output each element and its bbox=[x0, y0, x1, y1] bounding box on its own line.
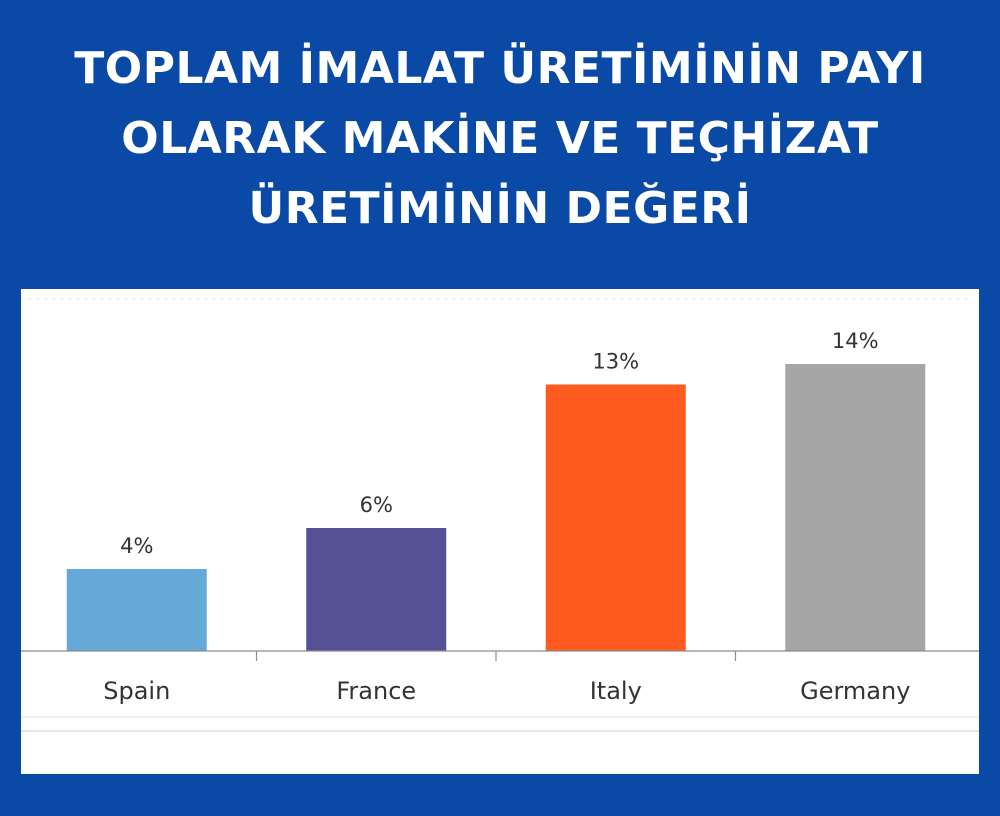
chart-panel: 4% Spain 6% France 13% Italy 14% Germany bbox=[21, 289, 979, 774]
bar-chart: 4% Spain 6% France 13% Italy 14% Germany bbox=[21, 298, 979, 732]
tick-label-france: France bbox=[336, 677, 416, 705]
title-line-3: ÜRETİMİNİN DEĞERİ bbox=[248, 183, 752, 234]
tick-label-germany: Germany bbox=[800, 677, 910, 705]
value-label-france: 6% bbox=[360, 493, 393, 517]
value-label-italy: 13% bbox=[592, 350, 639, 374]
tick-label-italy: Italy bbox=[590, 677, 642, 705]
labels-group: 4% Spain 6% France 13% Italy 14% Germany bbox=[103, 329, 910, 705]
title-line-2: OLARAK MAKİNE VE TEÇHİZAT bbox=[121, 113, 879, 164]
chart-title: TOPLAM İMALAT ÜRETİMİNİN PAYI OLARAK MAK… bbox=[40, 34, 960, 244]
value-label-germany: 14% bbox=[832, 329, 879, 353]
bar-italy bbox=[545, 384, 686, 651]
bar-spain bbox=[66, 569, 207, 651]
value-label-spain: 4% bbox=[120, 534, 153, 558]
title-line-1: TOPLAM İMALAT ÜRETİMİNİN PAYI bbox=[74, 43, 926, 94]
ticks-group bbox=[255, 651, 737, 661]
bar-germany bbox=[785, 364, 926, 651]
bar-france bbox=[306, 528, 447, 651]
bars-group bbox=[66, 364, 926, 651]
tick-label-spain: Spain bbox=[103, 677, 170, 705]
